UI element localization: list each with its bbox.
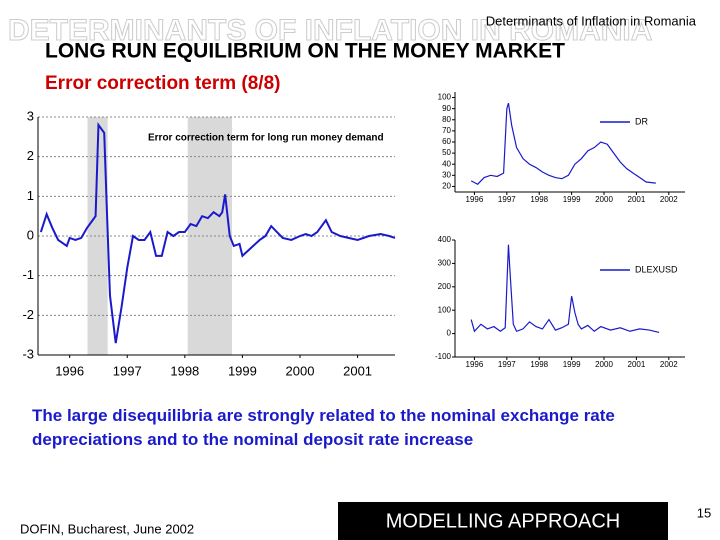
box [338, 502, 668, 540]
x-tick-label: 1998 [530, 195, 548, 204]
y-tick-label: 0 [27, 227, 34, 242]
x-tick-label: 1997 [113, 363, 142, 378]
x-tick-label: 1998 [170, 363, 199, 378]
y-tick-label: 3 [27, 108, 34, 123]
series-line [470, 102, 656, 185]
y-tick-label: 80 [442, 115, 451, 124]
x-tick-label: 1998 [530, 360, 548, 369]
x-tick-label: 2002 [660, 360, 678, 369]
x-tick-label: 2001 [628, 360, 646, 369]
y-tick-label: -2 [22, 307, 34, 322]
series-line [470, 244, 660, 334]
title: LONG RUN EQUILIBRIUM ON THE MONEY MARKET [45, 40, 565, 63]
y-tick-label: -3 [22, 346, 34, 361]
x-tick-label: 1996 [466, 195, 484, 204]
y-tick-label: 70 [442, 126, 451, 135]
y-tick-label: 100 [438, 305, 452, 314]
x-tick-label: 2001 [628, 195, 646, 204]
x-tick-label: 1999 [563, 195, 581, 204]
x-tick-label: 2000 [595, 360, 613, 369]
y-tick-label: 0 [447, 329, 452, 338]
page-number: 15 [697, 505, 711, 520]
x-tick-label: 1996 [55, 363, 84, 378]
y-tick-label: 30 [442, 170, 451, 179]
y-tick-label: 200 [438, 282, 452, 291]
x-tick-label: 2000 [286, 363, 315, 378]
y-tick-label: 400 [438, 235, 452, 244]
y-tick-label: 300 [438, 259, 452, 268]
x-tick-label: 1996 [466, 360, 484, 369]
box-label: MODELLING APPROACH [386, 510, 621, 532]
y-tick-label: 20 [442, 182, 451, 191]
series-line [39, 121, 396, 344]
x-tick-label: 1997 [498, 195, 516, 204]
body-text: The large disequilibria are strongly rel… [32, 406, 615, 449]
y-tick-label: -1 [22, 267, 34, 282]
y-tick-label: 90 [442, 104, 451, 113]
y-tick-label: 50 [442, 148, 451, 157]
x-tick-label: 1997 [498, 360, 516, 369]
annotation: Error correction term for long run money… [148, 133, 384, 144]
subtitle: Error correction term (8/8) [45, 73, 280, 94]
x-tick-label: 1999 [228, 363, 257, 378]
x-tick-label: 2002 [660, 195, 678, 204]
y-tick-label: 1 [27, 188, 34, 203]
header: Determinants of Inflation in Romania [486, 13, 697, 28]
x-tick-label: 2000 [595, 195, 613, 204]
y-tick-label: -100 [435, 352, 452, 361]
x-tick-label: 2001 [343, 363, 372, 378]
legend-label: DLEXUSD [635, 264, 678, 274]
legend-label: DR [635, 116, 648, 126]
watermark: DETERMINANTS OF INFLATION IN ROMANIA [8, 14, 652, 47]
x-tick-label: 1999 [563, 360, 581, 369]
y-tick-label: 100 [438, 93, 452, 102]
shaded-range [87, 117, 108, 355]
y-tick-label: 40 [442, 159, 451, 168]
y-tick-label: 2 [27, 148, 34, 163]
footer: DOFIN, Bucharest, June 2002 [20, 521, 194, 536]
y-tick-label: 60 [442, 137, 451, 146]
